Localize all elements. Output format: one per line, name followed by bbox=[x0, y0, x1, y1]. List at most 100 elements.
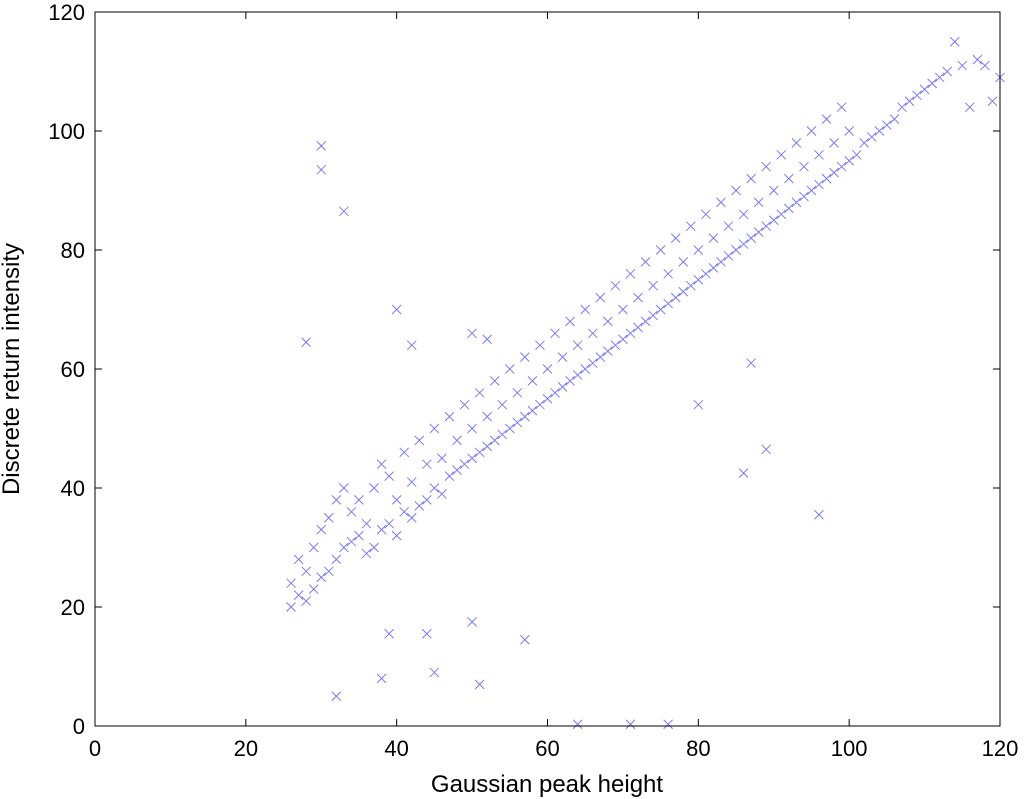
data-point bbox=[414, 435, 425, 446]
data-point bbox=[557, 381, 568, 392]
data-point bbox=[746, 233, 756, 243]
data-point bbox=[429, 423, 440, 434]
data-point bbox=[821, 173, 832, 184]
data-point bbox=[376, 459, 387, 470]
data-point bbox=[474, 387, 485, 398]
data-point bbox=[293, 590, 304, 600]
y-axis-label: Discrete return intensity bbox=[0, 243, 25, 495]
data-point bbox=[806, 185, 817, 196]
data-point bbox=[384, 628, 394, 639]
data-point bbox=[625, 328, 636, 339]
data-point bbox=[384, 471, 394, 481]
data-point bbox=[731, 185, 741, 196]
data-point bbox=[670, 292, 681, 303]
data-point bbox=[354, 530, 364, 541]
x-tick-label: 40 bbox=[384, 736, 408, 761]
data-point bbox=[949, 36, 960, 47]
data-point bbox=[587, 358, 598, 368]
data-point bbox=[806, 126, 817, 136]
data-point bbox=[565, 376, 575, 386]
data-point bbox=[761, 161, 772, 172]
data-point bbox=[897, 102, 907, 113]
data-point bbox=[882, 120, 892, 130]
data-point bbox=[783, 203, 794, 214]
data-point bbox=[716, 257, 726, 267]
data-point bbox=[429, 667, 440, 678]
y-tick-label: 60 bbox=[61, 357, 85, 382]
data-point bbox=[512, 387, 523, 398]
data-point bbox=[504, 364, 515, 374]
x-tick-label: 0 bbox=[89, 736, 101, 761]
data-point bbox=[301, 337, 312, 348]
data-point bbox=[391, 495, 402, 505]
y-tick-labels: 0 20 40 60 80 100 120 bbox=[48, 0, 85, 739]
data-point bbox=[520, 352, 530, 362]
data-point bbox=[655, 304, 666, 315]
data-point bbox=[550, 328, 560, 339]
data-point bbox=[919, 84, 930, 95]
data-point bbox=[572, 719, 583, 730]
data-point bbox=[467, 453, 477, 464]
data-point bbox=[331, 495, 342, 505]
data-point bbox=[927, 78, 937, 89]
data-point bbox=[595, 292, 606, 303]
data-point bbox=[602, 346, 613, 357]
data-point bbox=[723, 251, 734, 261]
data-point bbox=[452, 465, 462, 476]
data-point bbox=[602, 316, 613, 327]
data-point bbox=[421, 628, 432, 639]
data-point bbox=[346, 506, 357, 517]
data-point bbox=[527, 405, 538, 416]
data-point bbox=[693, 274, 704, 285]
data-point bbox=[399, 506, 410, 517]
data-point bbox=[580, 304, 591, 315]
data-point bbox=[331, 554, 342, 565]
data-point bbox=[339, 206, 349, 217]
data-point bbox=[791, 138, 802, 148]
data-point bbox=[693, 245, 704, 255]
data-point bbox=[504, 423, 515, 434]
data-point bbox=[761, 444, 772, 455]
data-point bbox=[821, 114, 832, 124]
data-point bbox=[761, 221, 772, 232]
data-point bbox=[663, 268, 674, 279]
data-point bbox=[942, 66, 953, 77]
data-point bbox=[746, 358, 756, 368]
data-point bbox=[512, 417, 523, 428]
data-point bbox=[655, 245, 666, 255]
data-point bbox=[444, 471, 455, 481]
axis-ticks bbox=[94, 11, 1001, 727]
data-point bbox=[685, 221, 696, 232]
data-point bbox=[610, 340, 621, 351]
data-point bbox=[625, 719, 636, 730]
x-tick-label: 20 bbox=[234, 736, 258, 761]
data-point bbox=[814, 179, 824, 190]
data-point bbox=[406, 512, 417, 523]
data-point bbox=[542, 364, 553, 374]
data-point bbox=[323, 566, 334, 577]
data-point bbox=[391, 304, 402, 315]
marker-layer bbox=[286, 36, 1005, 730]
data-point bbox=[648, 310, 658, 321]
data-point bbox=[572, 340, 583, 351]
data-point bbox=[316, 524, 327, 535]
data-point bbox=[618, 304, 628, 315]
data-point bbox=[421, 459, 432, 470]
data-point bbox=[799, 191, 809, 202]
data-point bbox=[859, 138, 870, 148]
data-point bbox=[369, 483, 379, 493]
data-point bbox=[339, 542, 349, 553]
data-point bbox=[535, 340, 545, 351]
data-point bbox=[753, 227, 764, 238]
data-point bbox=[640, 257, 651, 267]
data-point bbox=[286, 602, 296, 612]
data-point bbox=[731, 245, 741, 255]
data-point bbox=[587, 328, 598, 339]
data-point bbox=[301, 566, 312, 577]
data-point bbox=[693, 399, 704, 410]
data-point bbox=[293, 554, 304, 565]
data-point bbox=[520, 634, 530, 645]
data-point bbox=[550, 387, 560, 398]
data-point bbox=[346, 536, 357, 547]
